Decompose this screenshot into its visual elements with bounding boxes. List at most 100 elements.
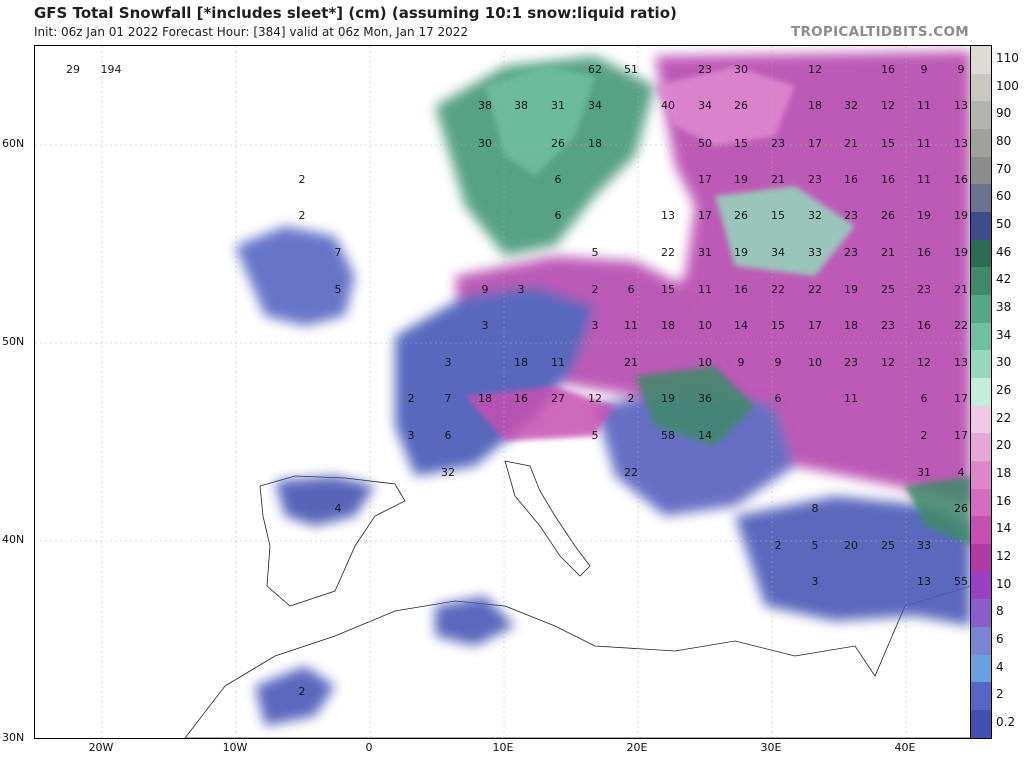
snowfall-value-label: 3 bbox=[812, 575, 819, 588]
snowfall-value-label: 62 bbox=[588, 63, 602, 76]
snowfall-value-label: 18 bbox=[588, 137, 602, 150]
snowfall-value-label: 6 bbox=[555, 209, 562, 222]
colorbar-label: 50 bbox=[996, 216, 1012, 231]
north-africa-land bbox=[184, 585, 971, 738]
snow-iberia-spots bbox=[275, 476, 375, 526]
colorbar-segment bbox=[971, 184, 991, 213]
lon-label-30e: 30E bbox=[760, 741, 782, 754]
snowfall-value-label: 30 bbox=[478, 137, 492, 150]
snowfall-value-label: 50 bbox=[698, 137, 712, 150]
colorbar-label: 110 bbox=[996, 50, 1019, 65]
colorbar-label: 18 bbox=[996, 466, 1012, 481]
snowfall-value-label: 16 bbox=[954, 173, 968, 186]
snowfall-value-label: 5 bbox=[335, 283, 342, 296]
snowfall-value-label: 14 bbox=[698, 429, 712, 442]
snow-turkey bbox=[735, 496, 971, 626]
colorbar-label: 60 bbox=[996, 189, 1012, 204]
snowfall-value-label: 18 bbox=[478, 392, 492, 405]
snowfall-value-label: 11 bbox=[917, 99, 931, 112]
snowfall-value-label: 2 bbox=[921, 429, 928, 442]
lon-label-20w: 20W bbox=[88, 741, 114, 754]
snowfall-value-label: 25 bbox=[881, 283, 895, 296]
snowfall-value-label: 29 bbox=[66, 63, 80, 76]
snowfall-value-label: 32 bbox=[441, 466, 455, 479]
snowfall-value-label: 6 bbox=[445, 429, 452, 442]
snowfall-value-label: 32 bbox=[844, 99, 858, 112]
colorbar-label: 6 bbox=[996, 632, 1004, 647]
snowfall-value-label: 26 bbox=[734, 99, 748, 112]
colorbar-segment bbox=[971, 516, 991, 545]
snowfall-value-label: 3 bbox=[592, 319, 599, 332]
italy-land bbox=[504, 460, 591, 577]
snow-balkans bbox=[595, 386, 795, 516]
snowfall-value-label: 34 bbox=[698, 99, 712, 112]
snowfall-value-label: 12 bbox=[917, 356, 931, 369]
snowfall-value-label: 18 bbox=[514, 356, 528, 369]
snowfall-value-label: 6 bbox=[775, 392, 782, 405]
snowfall-value-label: 18 bbox=[844, 319, 858, 332]
colorbar-segment bbox=[971, 405, 991, 434]
snowfall-value-label: 15 bbox=[661, 283, 675, 296]
colorbar-segment bbox=[971, 544, 991, 572]
colorbar-segment bbox=[971, 433, 991, 462]
snowfall-value-label: 26 bbox=[954, 502, 968, 515]
colorbar-label: 46 bbox=[996, 244, 1012, 259]
colorbar bbox=[970, 45, 992, 739]
snow-carpathians bbox=[635, 366, 755, 446]
snowfall-value-label: 11 bbox=[844, 392, 858, 405]
snowfall-value-label: 4 bbox=[958, 466, 965, 479]
snowfall-value-label: 11 bbox=[551, 356, 565, 369]
snow-alps bbox=[465, 386, 615, 441]
snowfall-value-label: 13 bbox=[954, 99, 968, 112]
colorbar-segment bbox=[971, 212, 991, 240]
colorbar-segment bbox=[971, 350, 991, 379]
colorbar-label: 26 bbox=[996, 383, 1012, 397]
snowfall-value-label: 9 bbox=[775, 356, 782, 369]
snowfall-value-label: 3 bbox=[408, 429, 415, 442]
snowfall-value-label: 11 bbox=[917, 137, 931, 150]
colorbar-segment bbox=[971, 571, 991, 600]
snowfall-value-label: 14 bbox=[734, 319, 748, 332]
snowfall-value-label: 10 bbox=[698, 356, 712, 369]
snowfall-value-label: 2 bbox=[592, 283, 599, 296]
snowfall-value-label: 13 bbox=[917, 575, 931, 588]
snowfall-value-label: 2 bbox=[299, 685, 306, 698]
snowfall-value-label: 12 bbox=[808, 63, 822, 76]
snowfall-value-label: 22 bbox=[771, 283, 785, 296]
snowfall-value-label: 26 bbox=[734, 209, 748, 222]
snowfall-value-label: 5 bbox=[592, 246, 599, 259]
snowfall-value-label: 23 bbox=[844, 356, 858, 369]
colorbar-segment bbox=[971, 710, 991, 738]
snowfall-value-label: 17 bbox=[808, 319, 822, 332]
snowfall-value-label: 17 bbox=[698, 209, 712, 222]
snowfall-value-label: 58 bbox=[661, 429, 675, 442]
snowfall-value-label: 21 bbox=[881, 246, 895, 259]
snow-atlas bbox=[435, 596, 515, 646]
snowfall-value-label: 10 bbox=[698, 319, 712, 332]
colorbar-label: 42 bbox=[996, 272, 1012, 287]
snowfall-value-label: 12 bbox=[588, 392, 602, 405]
lat-label-40n: 40N bbox=[2, 533, 25, 546]
snowfall-value-label: 16 bbox=[734, 283, 748, 296]
snowfall-value-label: 11 bbox=[698, 283, 712, 296]
colorbar-label: 10 bbox=[996, 576, 1012, 591]
snowfall-value-label: 19 bbox=[734, 246, 748, 259]
map-subtitle: Init: 06z Jan 01 2022 Forecast Hour: [38… bbox=[34, 25, 469, 39]
snowfall-value-label: 13 bbox=[661, 209, 675, 222]
snowfall-value-label: 17 bbox=[698, 173, 712, 186]
colorbar-label: 14 bbox=[996, 521, 1012, 536]
snowfall-value-label: 16 bbox=[917, 319, 931, 332]
snowfall-value-label: 19 bbox=[734, 173, 748, 186]
lon-label-10e: 10E bbox=[492, 741, 514, 754]
snowfall-value-label: 15 bbox=[771, 319, 785, 332]
snowfall-value-label: 17 bbox=[954, 429, 968, 442]
snowfall-value-label: 22 bbox=[954, 319, 968, 332]
snowfall-value-label: 8 bbox=[812, 502, 819, 515]
lon-label-20e: 20E bbox=[626, 741, 648, 754]
snowfall-value-label: 23 bbox=[844, 246, 858, 259]
snowfall-value-label: 6 bbox=[628, 283, 635, 296]
snowfall-value-label: 22 bbox=[808, 283, 822, 296]
snowfall-value-label: 12 bbox=[881, 99, 895, 112]
snowfall-value-label: 3 bbox=[482, 319, 489, 332]
brand-watermark: TROPICALTIDBITS.COM bbox=[790, 24, 969, 40]
